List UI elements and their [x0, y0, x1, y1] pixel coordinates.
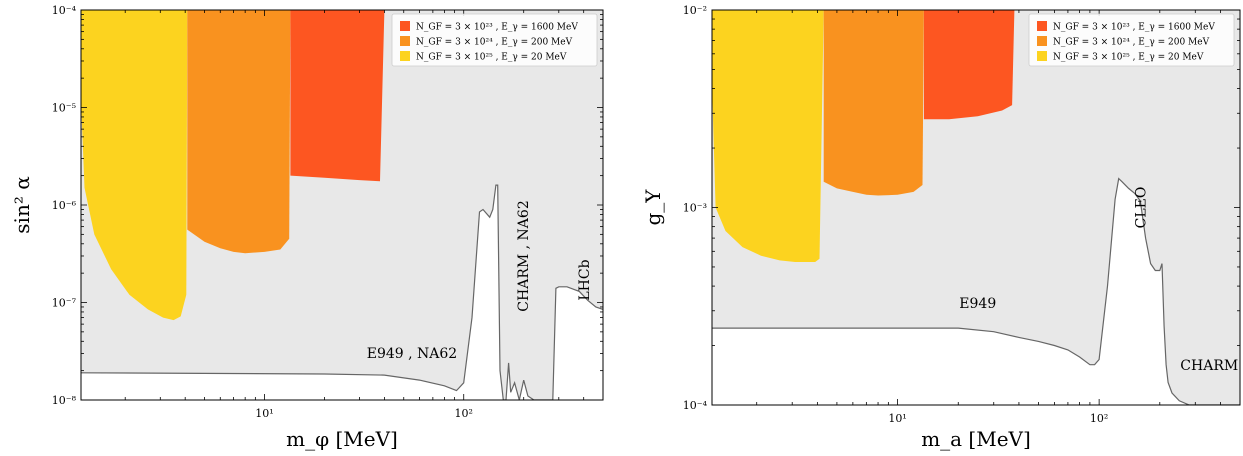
region-series-1 [923, 10, 1015, 120]
panel-1: E949 , NA62 CHARM , NA62 LHCb 10¹ 10² 10⁻⁸ 10⁻… [10, 4, 604, 451]
legend-box [1028, 13, 1235, 67]
region-series-2 [187, 10, 291, 254]
legend-label: N_GF = 3 × 10²⁴ , E_γ = 200 MeV [416, 38, 573, 48]
x-tick-label: 10² [1090, 412, 1108, 425]
annotation-1: E949 , NA62 [367, 346, 457, 362]
y-tick-label: 10⁻⁴ [52, 4, 77, 17]
annotation-3: LHCb [577, 259, 593, 300]
x-tick-label: 10¹ [255, 407, 273, 420]
legend-label: N_GF = 3 × 10²³ , E_γ = 1600 MeV [1053, 23, 1215, 33]
annotation-2: CLEO [1134, 187, 1150, 229]
legend-swatch [400, 21, 410, 31]
panel-2: E949 CLEO CHARM 10¹ 10² 10⁻⁴ 10⁻³ 10⁻² m_a [MeV]… [641, 4, 1241, 451]
legend-label: N_GF = 3 × 10²⁴ , E_γ = 200 MeV [1053, 38, 1210, 48]
legend-swatch [400, 36, 410, 46]
legend-box [391, 13, 598, 67]
legend-label: N_GF = 3 × 10²⁵ , E_γ = 20 MeV [1053, 53, 1204, 63]
legend-label: N_GF = 3 × 10²⁵ , E_γ = 20 MeV [416, 53, 567, 63]
excluded-boundary [81, 184, 603, 400]
y-tick-label: 10⁻⁶ [52, 199, 77, 212]
region-series-3 [81, 10, 188, 321]
legend-swatch [400, 51, 410, 61]
legend-swatch [1037, 51, 1047, 61]
y-tick-label: 10⁻⁵ [52, 102, 76, 115]
plot-area [712, 10, 1240, 405]
x-tick-label: 10¹ [888, 412, 906, 425]
x-axis-label: m_φ [MeV] [286, 427, 398, 451]
annotation-1: E949 [959, 296, 996, 312]
y-tick-label: 10⁻⁷ [52, 297, 77, 310]
legend: N_GF = 3 × 10²³ , E_γ = 1600 MeV N_GF = 3… [1028, 13, 1235, 67]
y-axis-label: g_Y [641, 189, 665, 226]
y-tick-label: 10⁻⁴ [683, 399, 708, 412]
x-axis-label: m_a [MeV] [921, 427, 1031, 451]
region-series-1 [290, 10, 385, 182]
x-tick-label: 10² [455, 407, 473, 420]
legend-label: N_GF = 3 × 10²³ , E_γ = 1600 MeV [416, 23, 578, 33]
legend: N_GF = 3 × 10²³ , E_γ = 1600 MeV N_GF = 3… [391, 13, 598, 67]
region-series-2 [823, 10, 924, 196]
legend-swatch [1037, 36, 1047, 46]
annotation-3: CHARM [1180, 358, 1238, 374]
region-series-3 [712, 10, 824, 262]
y-tick-label: 10⁻² [683, 4, 707, 17]
y-tick-label: 10⁻³ [683, 202, 707, 215]
y-axis-label: sin² α [10, 176, 34, 233]
excluded-boundary [712, 177, 1240, 405]
plot-area [81, 10, 603, 400]
legend-swatch [1037, 21, 1047, 31]
annotation-2: CHARM , NA62 [516, 200, 532, 311]
y-tick-label: 10⁻⁸ [52, 394, 77, 407]
